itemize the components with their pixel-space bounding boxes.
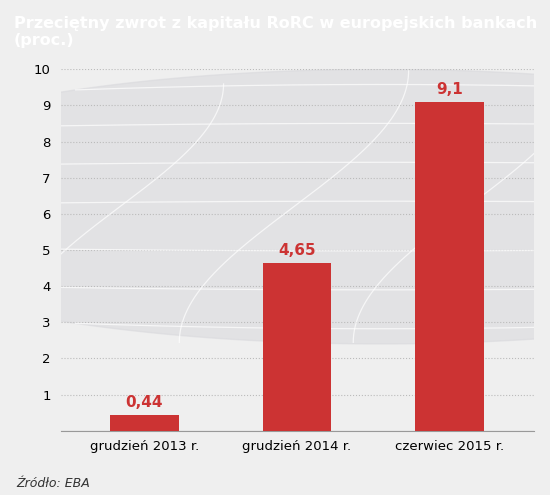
- Text: 0,44: 0,44: [125, 395, 163, 410]
- Bar: [110, 415, 179, 431]
- Text: 9,1: 9,1: [436, 82, 463, 97]
- Text: 4,65: 4,65: [278, 243, 316, 258]
- Bar: [263, 263, 331, 431]
- Polygon shape: [0, 69, 550, 344]
- Text: Przeciętny zwrot z kapitału RoRC w europejskich bankach (proc.): Przeciętny zwrot z kapitału RoRC w europ…: [14, 16, 537, 49]
- Bar: [415, 102, 484, 431]
- Text: Źródło: EBA: Źródło: EBA: [16, 477, 90, 490]
